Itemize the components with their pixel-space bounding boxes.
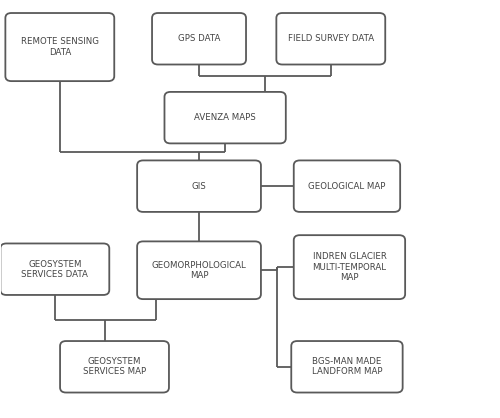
FancyBboxPatch shape (137, 241, 261, 299)
Text: AVENZA MAPS: AVENZA MAPS (194, 113, 256, 122)
FancyBboxPatch shape (6, 13, 114, 81)
FancyBboxPatch shape (276, 13, 385, 64)
Text: INDREN GLACIER
MULTI-TEMPORAL
MAP: INDREN GLACIER MULTI-TEMPORAL MAP (312, 252, 386, 282)
Text: GEOSYSTEM
SERVICES DATA: GEOSYSTEM SERVICES DATA (22, 260, 88, 279)
FancyBboxPatch shape (137, 161, 261, 212)
Text: GEOSYSTEM
SERVICES MAP: GEOSYSTEM SERVICES MAP (83, 357, 146, 377)
FancyBboxPatch shape (164, 92, 286, 143)
FancyBboxPatch shape (152, 13, 246, 64)
FancyBboxPatch shape (294, 235, 405, 299)
Text: FIELD SURVEY DATA: FIELD SURVEY DATA (288, 34, 374, 43)
Text: BGS-MAN MADE
LANDFORM MAP: BGS-MAN MADE LANDFORM MAP (312, 357, 382, 377)
Text: REMOTE SENSING
DATA: REMOTE SENSING DATA (21, 37, 99, 57)
FancyBboxPatch shape (292, 341, 403, 393)
Text: GEOMORPHOLOGICAL
MAP: GEOMORPHOLOGICAL MAP (152, 260, 246, 280)
FancyBboxPatch shape (60, 341, 169, 393)
FancyBboxPatch shape (294, 161, 400, 212)
FancyBboxPatch shape (0, 243, 110, 295)
Text: GIS: GIS (192, 182, 206, 191)
Text: GPS DATA: GPS DATA (178, 34, 220, 43)
Text: GEOLOGICAL MAP: GEOLOGICAL MAP (308, 182, 386, 191)
